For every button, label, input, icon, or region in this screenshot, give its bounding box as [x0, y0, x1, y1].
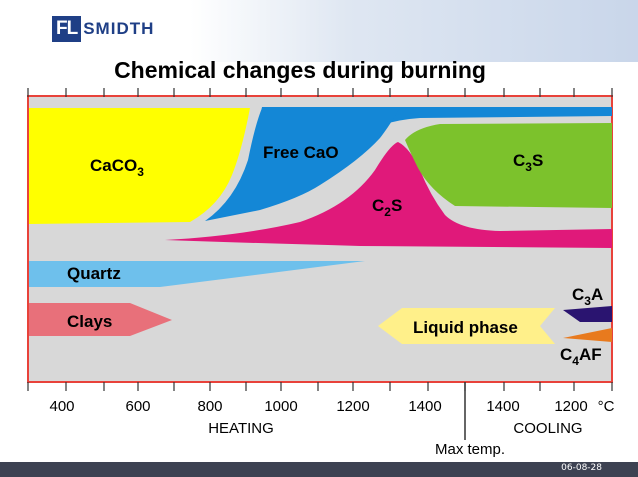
footer-bar: 06-08-28 — [0, 462, 638, 477]
axis-labels: 400 600 800 1000 1200 1400 1400 1200 °C … — [49, 398, 614, 458]
top-ticks — [27, 88, 613, 97]
liquid-phase-arrow — [378, 308, 555, 344]
liquid-phase-label: Liquid phase — [413, 318, 518, 337]
footer-date: 06-08-28 — [561, 463, 602, 473]
burning-diagram: CaCO3 Free CaO C2S C3S Quartz Clays Liqu… — [27, 88, 615, 458]
unit-label: °C — [598, 398, 615, 415]
tick-label-cooling-1400: 1400 — [486, 398, 519, 415]
quartz-label: Quartz — [67, 264, 121, 283]
heating-label: HEATING — [208, 420, 274, 437]
tick-label-cooling-1200: 1200 — [554, 398, 587, 415]
tick-label-600: 600 — [125, 398, 150, 415]
tick-label-800: 800 — [197, 398, 222, 415]
c3a-label: C3A — [572, 285, 603, 308]
free-cao-label: Free CaO — [263, 143, 339, 162]
quartz-band — [29, 261, 365, 287]
caco3-region — [29, 108, 250, 224]
cooling-label: COOLING — [513, 420, 582, 437]
clays-arrow — [29, 303, 172, 336]
bottom-ticks — [27, 382, 613, 391]
clays-label: Clays — [67, 312, 112, 331]
c3a-band — [563, 306, 612, 322]
free-cao-region — [205, 108, 400, 221]
page-title: Chemical changes during burning — [114, 57, 486, 83]
c3s-label: C3S — [513, 151, 543, 174]
c3s-region — [405, 123, 612, 208]
c4af-label: C4AF — [560, 345, 602, 368]
c2s-region — [165, 142, 612, 248]
c2s-label: C2S — [372, 196, 402, 219]
flsmidth-logo: FL SMIDTH — [52, 14, 154, 44]
tick-label-1000: 1000 — [264, 398, 297, 415]
tick-label-1400: 1400 — [408, 398, 441, 415]
tick-label-400: 400 — [49, 398, 74, 415]
header-banner — [190, 0, 638, 62]
logo-mark: FL — [52, 16, 82, 42]
caco3-label: CaCO3 — [90, 156, 144, 179]
logo-text: SMIDTH — [83, 19, 155, 38]
c4af-band — [563, 328, 612, 342]
max-temp-label: Max temp. — [435, 441, 505, 458]
tick-label-1200: 1200 — [336, 398, 369, 415]
